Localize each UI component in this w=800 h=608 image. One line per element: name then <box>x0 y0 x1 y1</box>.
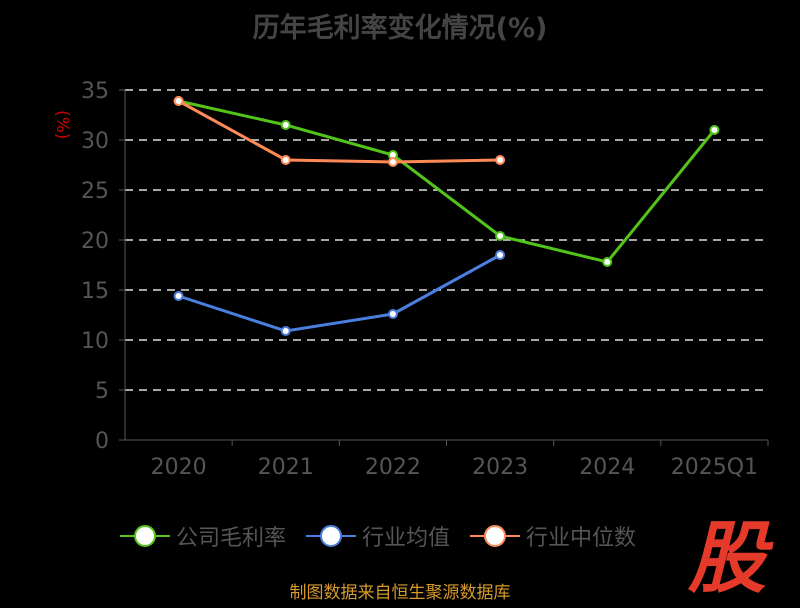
series-line <box>178 99 716 264</box>
legend-marker-icon <box>120 525 170 547</box>
x-tick-label: 2025Q1 <box>671 455 758 480</box>
y-tick-label: 10 <box>81 329 109 354</box>
y-tick-label: 20 <box>81 229 109 254</box>
data-point <box>387 157 398 167</box>
data-point <box>173 96 184 106</box>
y-tick-label: 5 <box>95 379 109 404</box>
y-tick-label: 25 <box>81 179 109 204</box>
legend-item[interactable]: 公司毛利率 <box>120 520 286 552</box>
legend-item[interactable]: 行业均值 <box>306 520 450 552</box>
source-note: 制图数据来自恒生聚源数据库 <box>289 583 511 603</box>
data-point <box>495 231 506 241</box>
x-tick-label: 2020 <box>151 455 207 480</box>
legend-label: 行业中位数 <box>526 526 637 551</box>
data-point <box>495 250 506 260</box>
y-tick-label: 30 <box>81 129 109 154</box>
data-point <box>602 257 613 267</box>
chart-title: 历年毛利率变化情况(%) <box>252 13 548 44</box>
data-point <box>387 309 398 319</box>
data-point <box>280 326 291 336</box>
y-tick-label: 15 <box>81 279 109 304</box>
series-line <box>178 253 501 333</box>
legend-label: 行业均值 <box>362 526 451 551</box>
legend-label: 公司毛利率 <box>176 526 287 551</box>
data-point <box>280 155 291 165</box>
legend-item[interactable]: 行业中位数 <box>470 520 636 552</box>
x-tick-label: 2022 <box>365 455 421 480</box>
logo: 股 <box>688 514 767 604</box>
y-tick-label: 35 <box>81 79 109 104</box>
x-tick-label: 2021 <box>258 455 314 480</box>
legend: 公司毛利率 行业均值 行业中位数 <box>120 520 636 552</box>
legend-marker-icon <box>306 525 357 547</box>
x-tick-label: 2023 <box>472 455 528 480</box>
data-point <box>495 155 506 165</box>
series-line <box>177 99 501 164</box>
data-point <box>280 120 291 130</box>
y-tick-label: 0 <box>95 429 109 454</box>
legend-marker-icon <box>470 525 521 547</box>
x-tick-label: 2024 <box>579 455 635 480</box>
data-point <box>173 291 184 301</box>
y-axis-label: (%) <box>52 110 72 140</box>
data-point <box>709 125 720 135</box>
